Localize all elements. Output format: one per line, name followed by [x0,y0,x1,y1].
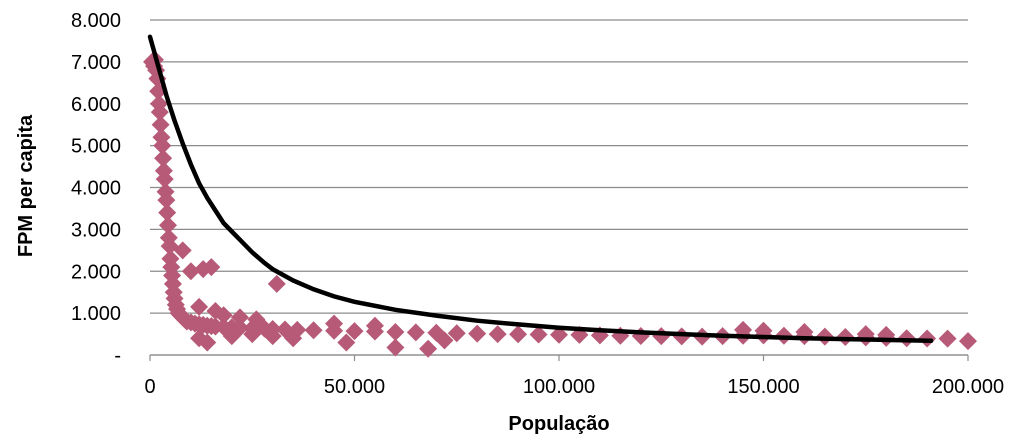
data-point [173,241,192,260]
data-point [386,338,405,357]
trendline-path [147,34,934,344]
data-point [267,274,286,293]
data-point [157,191,176,210]
data-point [230,308,249,327]
data-point [151,115,170,134]
y-tick-label: 2.000 [71,261,121,283]
data-point [304,321,323,340]
data-point [447,324,466,343]
trendline [147,34,934,344]
data-point [155,170,174,189]
data-point [435,331,454,350]
data-point [488,325,507,344]
data-point [529,325,548,344]
data-point [243,325,262,344]
y-tick-label: 8.000 [71,10,121,32]
data-point [247,310,266,329]
data-point [154,149,173,168]
y-tick-label: 7.000 [71,52,121,74]
y-tick-label: 4.000 [71,178,121,200]
data-point [222,327,241,346]
data-point [263,327,282,346]
data-point [386,322,405,341]
data-point [406,323,425,342]
data-point [284,329,303,348]
data-point [150,103,169,122]
data-point [652,327,671,346]
gridlines [150,19,968,356]
y-tick-label: 3.000 [71,219,121,241]
data-point [938,329,957,348]
y-tick-label: 6.000 [71,94,121,116]
data-point [214,306,233,325]
data-point [181,262,200,281]
y-tick-label: - [114,345,121,367]
y-axis-ticks: - 1.000 2.000 3.000 4.000 5.000 6.000 7.000 8.00… [71,10,121,367]
scatter-points [143,50,977,358]
data-point [509,325,528,344]
data-point [959,332,977,351]
data-point [468,324,487,343]
x-tick-label: 0 [144,376,155,398]
x-axis-title: População [508,413,609,435]
data-point [631,326,650,345]
x-axis-ticks: 0 50.000 100.000 150.000 200.000 [144,355,1004,398]
data-point [190,297,209,316]
y-tick-label: 5.000 [71,136,121,158]
x-tick-label: 150.000 [727,376,799,398]
x-tick-label: 50.000 [324,376,385,398]
data-point [153,136,172,155]
data-point [345,322,364,341]
data-point [198,333,217,352]
y-tick-label: 1.000 [71,303,121,325]
x-tick-label: 200.000 [932,376,1004,398]
data-point [365,316,384,335]
x-tick-label: 100.000 [523,376,595,398]
y-axis-title: FPM per capita [15,114,37,257]
data-point [158,203,177,222]
data-point [419,339,438,358]
data-point [202,258,221,277]
data-point [158,216,177,235]
data-point [337,333,356,352]
data-point [325,314,344,333]
